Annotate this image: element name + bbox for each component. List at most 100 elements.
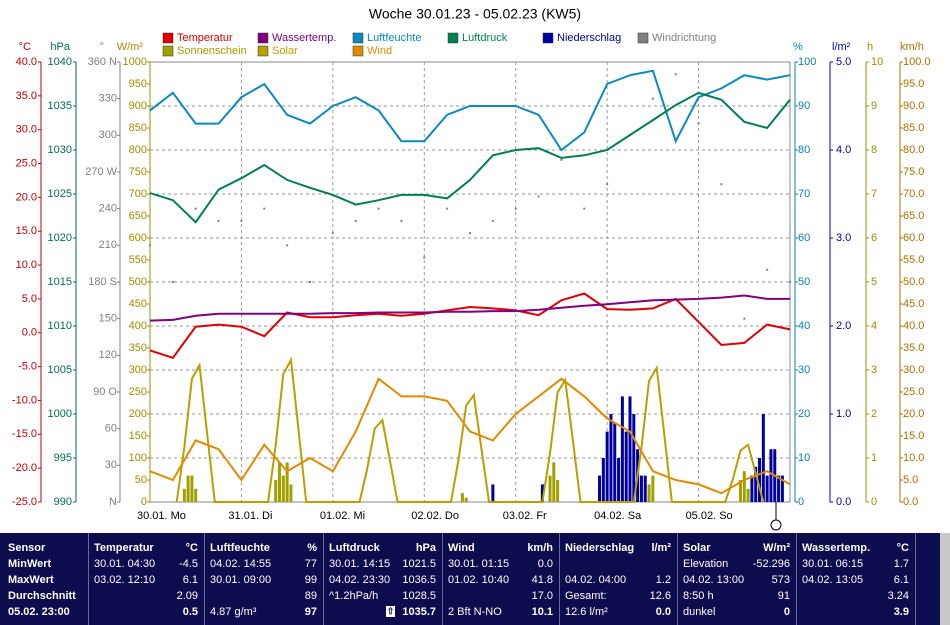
cell-value: 0.0 [655, 606, 671, 618]
trend-icon: ⇧ [386, 606, 395, 617]
cell-text: dunkel [683, 606, 716, 618]
y-tick-label: 50 [798, 276, 810, 288]
dot [286, 244, 289, 247]
y-tick-label: 60 [105, 423, 117, 435]
cell-text: 4.87 g/m³ [210, 606, 257, 618]
cell-value: -4.5 [179, 558, 198, 570]
cell-value: 10.1 [531, 606, 553, 618]
y-tick-label: 75.0 [903, 166, 924, 178]
y-tick-label: 35.0 [903, 342, 924, 354]
y-tick-label: 60.0 [903, 232, 924, 244]
column-separator [796, 533, 797, 625]
y-tick-label: 600 [129, 232, 147, 244]
y-tick-label: 360 N [88, 56, 117, 68]
y-tick-label: 2 [871, 408, 877, 420]
dot [560, 158, 563, 161]
legend-swatch [447, 32, 459, 44]
bar [182, 488, 186, 502]
cell-value: 573 [771, 574, 790, 586]
y-tick-label: 850 [129, 122, 147, 134]
y-tick-label: 0 [141, 496, 147, 508]
legend-label: Niederschlag [557, 32, 621, 44]
dot [651, 97, 654, 100]
y-tick-label: 250 [129, 386, 147, 398]
header-cell: Niederschlag [565, 542, 635, 554]
bar [552, 462, 556, 502]
header-unit: °C [896, 542, 909, 554]
dot [766, 268, 769, 271]
bar [194, 488, 198, 502]
cell-text: 04.02. 23:30 [329, 574, 391, 586]
bar [186, 475, 190, 502]
dot [194, 207, 197, 210]
bar [617, 458, 621, 502]
y-tick-label: 0.0 [22, 327, 37, 339]
y-tick-label: 1010 [48, 320, 72, 332]
bar [769, 449, 773, 502]
cell-text: 30.01. 01:15 [448, 558, 510, 570]
axis-unit: km/h [900, 41, 924, 53]
bar [643, 475, 647, 502]
y-tick-label: 8 [871, 144, 877, 156]
y-tick-label: 0 [871, 496, 877, 508]
bar [639, 475, 643, 502]
dot [697, 122, 700, 125]
table-edge [940, 533, 950, 625]
y-tick-label: 25.0 [903, 386, 924, 398]
column-separator [915, 533, 916, 625]
header-cell: Wind [448, 542, 475, 554]
cell-text: 12.6 l/m² [565, 606, 608, 618]
cell-text: 30.01. 09:00 [210, 574, 272, 586]
cell-text: 03.02. 12:10 [94, 574, 156, 586]
x-tick-label: 02.02. Do [411, 510, 459, 522]
bar [780, 475, 784, 502]
cell-value: 2.09 [176, 590, 198, 602]
y-tick-label: 1035 [48, 100, 72, 112]
header-unit: W/m² [763, 542, 790, 554]
bar [540, 484, 544, 502]
axis-unit: hPa [50, 41, 70, 53]
chart: Woche 30.01.23 - 05.02.23 (KW5) 30.01. M… [12, 6, 931, 531]
y-tick-label: 1000 [48, 408, 72, 420]
legend-label: Luftdruck [462, 32, 508, 44]
y-tick-label: 10.0 [16, 259, 37, 271]
bar [758, 458, 762, 502]
bar [613, 422, 617, 502]
bar [605, 431, 609, 502]
y-tick-label: 800 [129, 144, 147, 156]
y-tick-label: -10.0 [12, 394, 37, 406]
y-tick-label: 9 [871, 100, 877, 112]
y-tick-label: 990 [54, 496, 72, 508]
cell-value: 97 [304, 606, 317, 618]
bar [754, 466, 758, 502]
bar [289, 484, 293, 502]
y-tick-label: 40.0 [16, 56, 37, 68]
y-tick-label: 5.0 [836, 56, 851, 68]
cell-value: 3.9 [893, 606, 909, 618]
header-unit: % [307, 542, 317, 554]
y-tick-label: 1.0 [836, 408, 851, 420]
bar [761, 414, 765, 502]
y-tick-label: 5 [871, 276, 877, 288]
x-tick-label: 31.01. Di [228, 510, 272, 522]
header-cell: Wassertemp. [802, 542, 871, 554]
cell-text: 8:50 h [683, 590, 714, 602]
axis-unit: h [867, 41, 873, 53]
cell-value: 3.24 [887, 590, 909, 602]
y-tick-label: -5.0 [18, 361, 37, 373]
chart-title: Woche 30.01.23 - 05.02.23 (KW5) [369, 6, 581, 22]
bar [742, 471, 746, 502]
y-tick-label: 300 [99, 129, 117, 141]
series-line [149, 69, 791, 152]
y-tick-label: 1040 [48, 56, 72, 68]
axis-unit: % [793, 41, 803, 53]
axis-unit: W/m² [117, 41, 144, 53]
cell-value: 0 [783, 606, 790, 618]
y-tick-label: 1000 [123, 56, 147, 68]
dot [263, 207, 266, 210]
x-tick-label: 01.02. Mi [320, 510, 365, 522]
column-separator [442, 533, 443, 625]
cell-value: 1.7 [893, 558, 909, 570]
cursor-handle[interactable] [770, 519, 782, 531]
y-tick-label: 10.0 [903, 452, 924, 464]
